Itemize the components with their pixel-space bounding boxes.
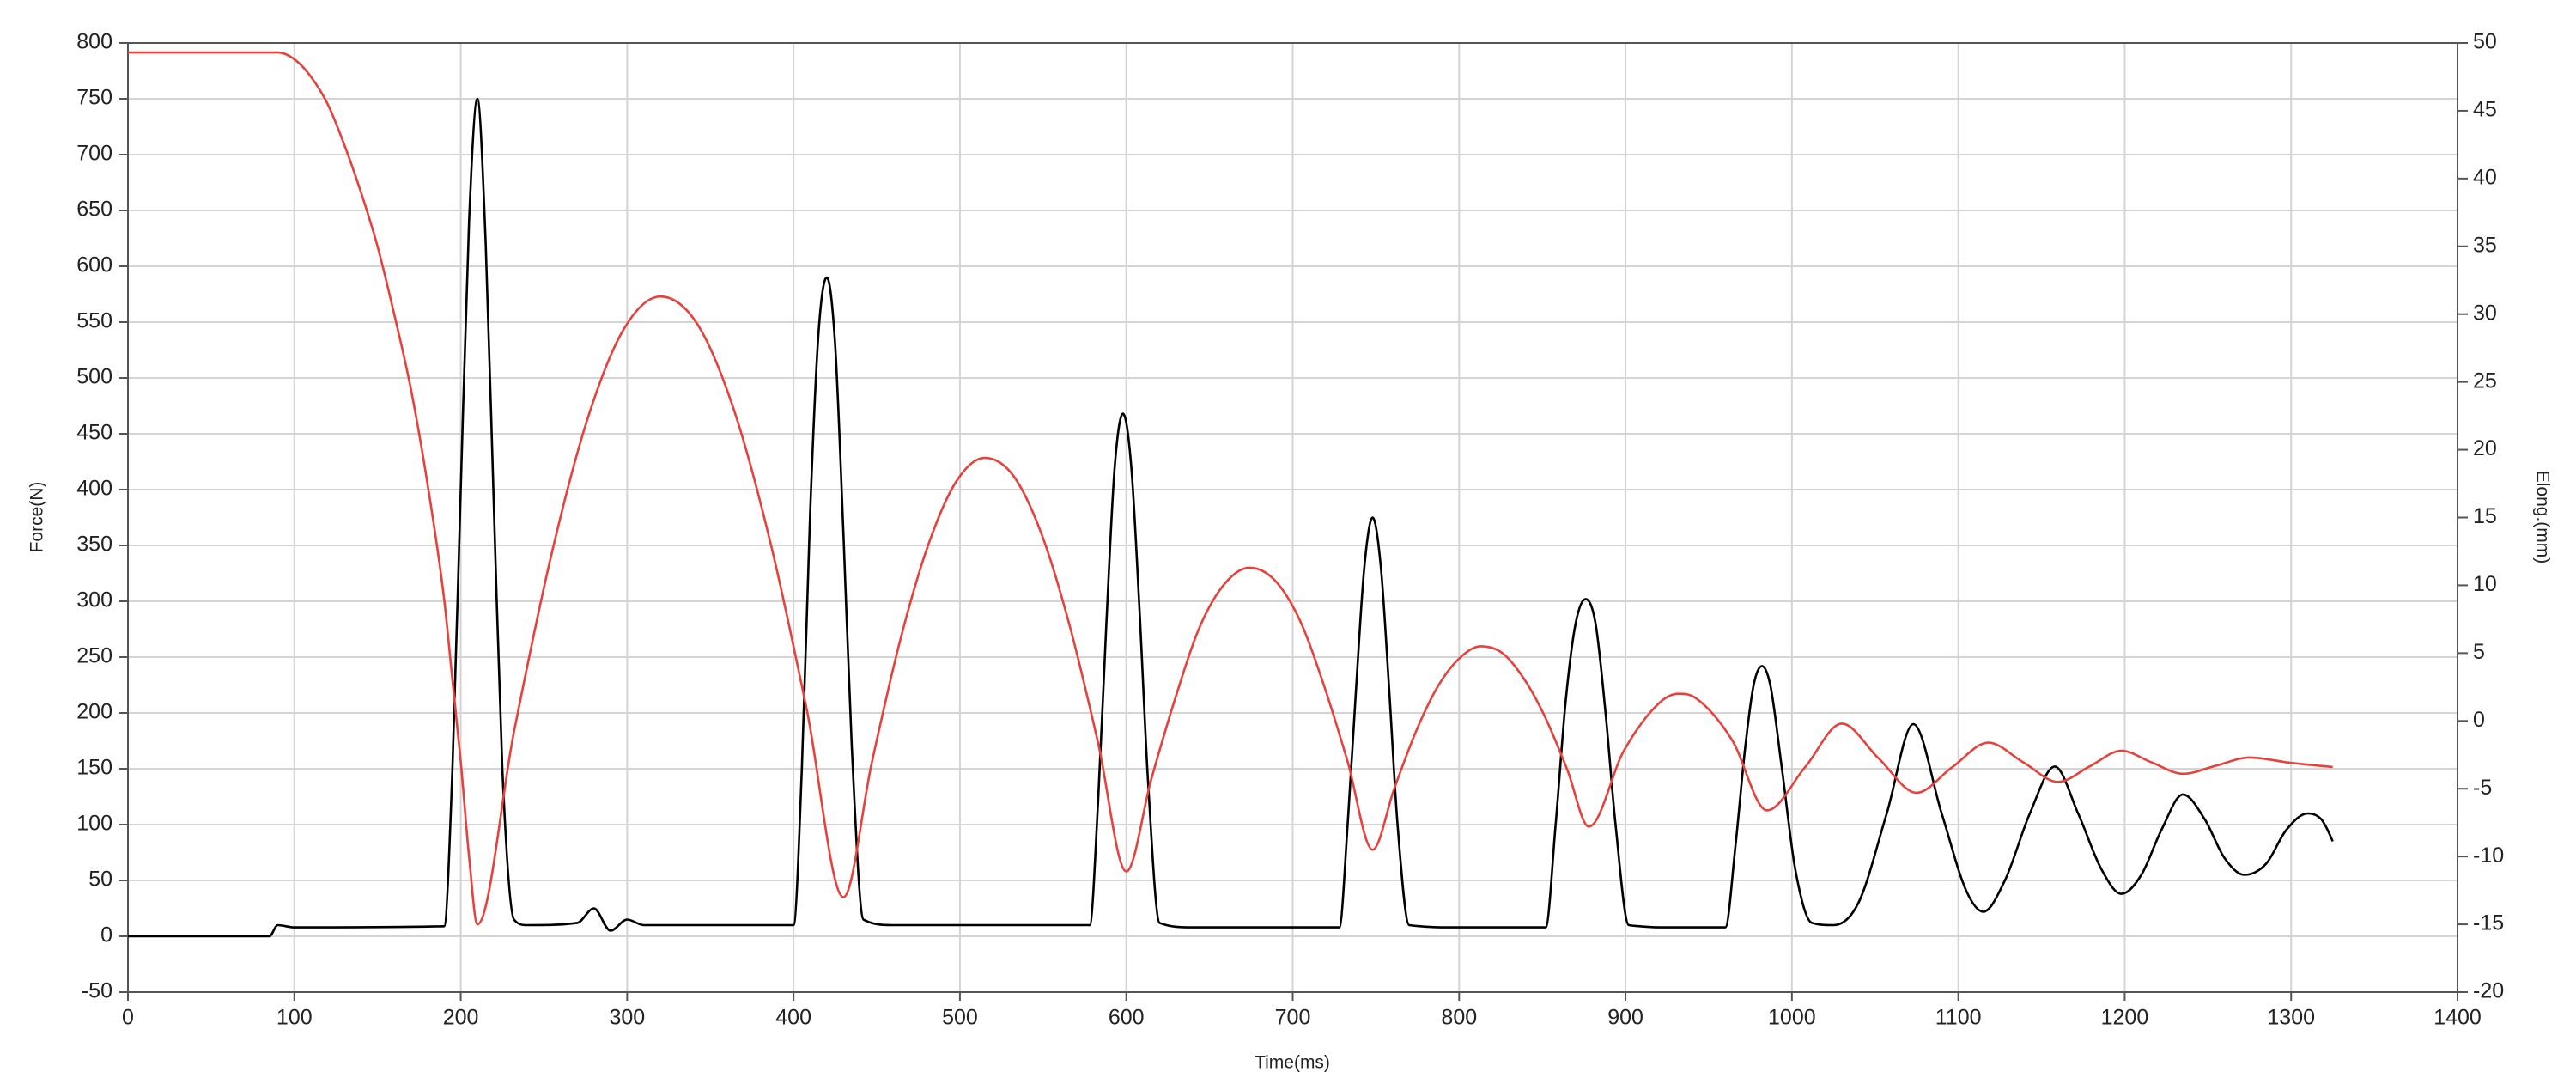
y2-tick-label: 15 <box>2473 504 2497 528</box>
x-tick-label: 1200 <box>2101 1006 2149 1030</box>
data-line <box>128 51 2333 926</box>
y2-axis-title: Elong.(mm) <box>2532 471 2552 564</box>
x-tick-label: 300 <box>609 1006 645 1030</box>
y-tick-label: 100 <box>76 812 112 836</box>
y2-tick-label: 20 <box>2473 436 2497 460</box>
x-tick-label: 1000 <box>1768 1006 1816 1030</box>
data-line <box>127 97 2334 938</box>
y-tick-label: 800 <box>76 30 112 54</box>
y2-tick-label: 40 <box>2473 165 2497 189</box>
y-tick-label: 150 <box>76 756 112 780</box>
y2-tick-label: 45 <box>2473 98 2497 122</box>
y2-tick-label: -5 <box>2473 776 2492 800</box>
y2-tick-label: -20 <box>2473 979 2504 1003</box>
y-tick-label: 350 <box>76 533 112 557</box>
y-tick-label: 300 <box>76 588 112 612</box>
y-tick-label: 500 <box>76 365 112 389</box>
x-tick-label: 500 <box>942 1006 978 1030</box>
x-tick-label: 1100 <box>1935 1006 1982 1030</box>
x-axis-title: Time(ms) <box>1255 1053 1330 1073</box>
x-tick-label: 1300 <box>2267 1006 2315 1030</box>
y-tick-label: 650 <box>76 198 112 222</box>
y-tick-label: 0 <box>100 923 112 947</box>
y-tick-label: 550 <box>76 309 112 333</box>
y-tick-label: 50 <box>88 868 112 892</box>
y2-tick-label: 5 <box>2473 640 2485 664</box>
y2-tick-label: 25 <box>2473 368 2497 393</box>
grid <box>127 42 2458 993</box>
x-tick-label: 900 <box>1607 1006 1643 1030</box>
x-tick-label: 100 <box>276 1006 313 1030</box>
y2-tick-label: 10 <box>2473 572 2497 596</box>
x-tick-label: 800 <box>1441 1006 1477 1030</box>
x-tick-label: 200 <box>443 1006 479 1030</box>
x-tick-label: 1400 <box>2433 1006 2482 1030</box>
plot-frame <box>127 42 2458 993</box>
y-tick-label: 250 <box>76 644 112 668</box>
y2-tick-label: 0 <box>2473 708 2485 732</box>
x-tick-label: 600 <box>1109 1006 1145 1030</box>
y-tick-label: 600 <box>76 253 112 277</box>
y-axis-title: Force(N) <box>27 482 47 553</box>
y2-tick-label: -10 <box>2473 843 2504 868</box>
y2-tick-label: 50 <box>2473 30 2497 54</box>
y-tick-label: 700 <box>76 142 112 166</box>
x-tick-label: 400 <box>775 1006 811 1030</box>
y-tick-label: 450 <box>76 421 112 445</box>
y2-tick-label: 30 <box>2473 301 2497 325</box>
y-tick-label: 200 <box>76 700 112 724</box>
y2-tick-label: -15 <box>2473 911 2504 935</box>
y-tick-label: 750 <box>76 86 112 110</box>
y2-tick-label: 35 <box>2473 233 2497 257</box>
y-tick-label: 400 <box>76 477 112 501</box>
x-tick-label: 0 <box>122 1006 134 1030</box>
x-tick-label: 700 <box>1275 1006 1311 1030</box>
y-tick-label: -50 <box>82 979 112 1003</box>
